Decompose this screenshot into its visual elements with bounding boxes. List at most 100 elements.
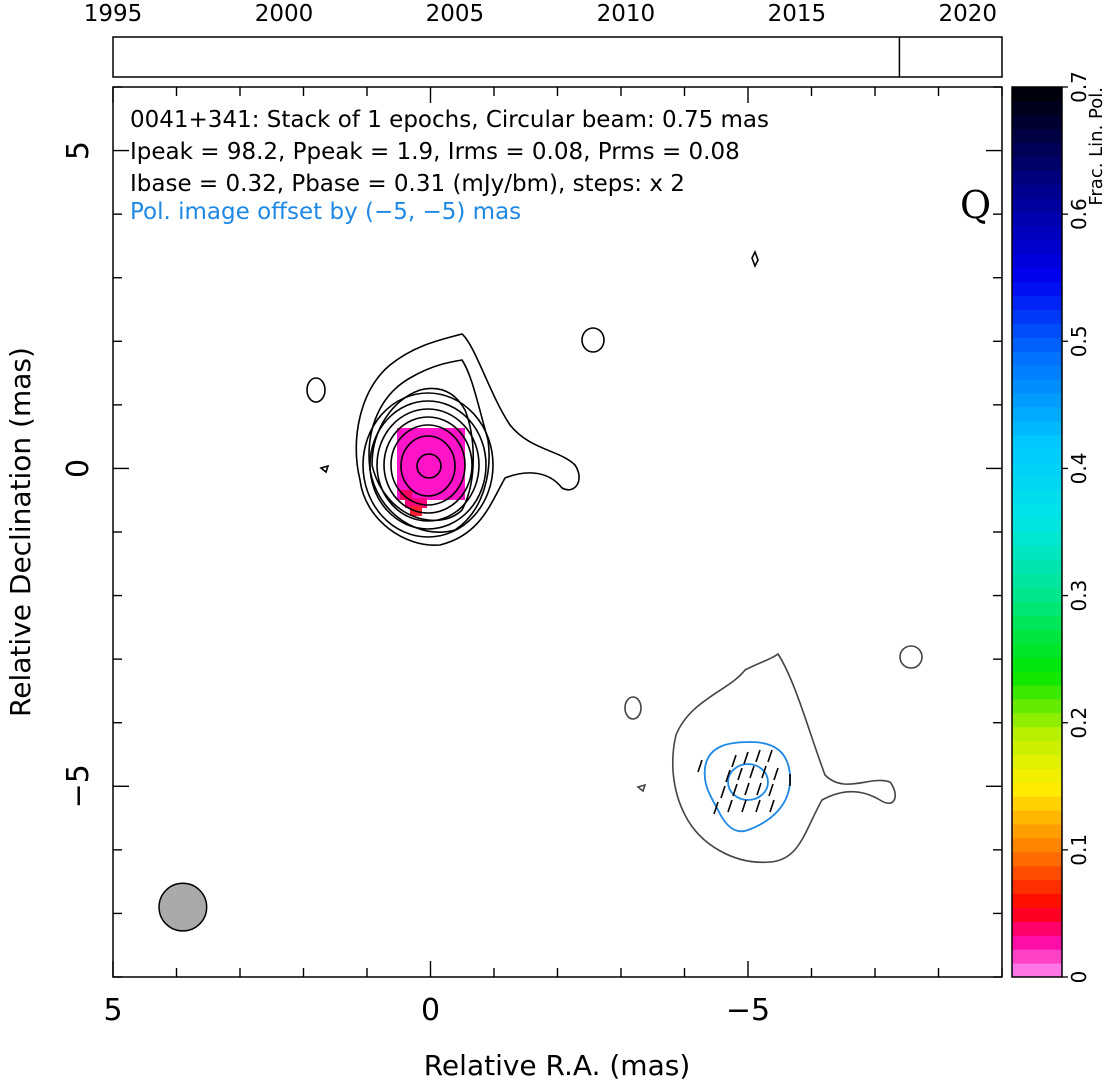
colorbar-swatch <box>1012 810 1062 825</box>
polarized-intensity-contours <box>703 741 791 833</box>
timeline-tick-label: 1995 <box>84 1 143 27</box>
timeline-tick-label: 2010 <box>597 1 656 27</box>
colorbar-tick-label: 0.4 <box>1067 453 1091 485</box>
colorbar-swatch <box>1012 601 1062 616</box>
colorbar-swatch <box>1012 629 1062 644</box>
annotation-line-3: Ibase = 0.32, Pbase = 0.31 (mJy/bm), ste… <box>130 171 685 197</box>
colorbar-tick-label: 0.5 <box>1067 325 1091 357</box>
colorbar-swatch <box>1012 128 1062 144</box>
colorbar-swatch <box>1012 462 1062 477</box>
colorbar-swatch <box>1012 837 1062 853</box>
colorbar-swatch <box>1012 907 1062 922</box>
colorbar-swatch <box>1012 351 1062 366</box>
annotation-line-2: Ipeak = 98.2, Ppeak = 1.9, Irms = 0.08, … <box>130 139 740 165</box>
colorbar-swatch <box>1012 587 1062 603</box>
colorbar-swatch <box>1012 768 1062 783</box>
colorbar-swatch <box>1012 726 1062 742</box>
colorbar-swatch <box>1012 518 1062 533</box>
colorbar-swatch <box>1012 573 1062 589</box>
colorbar-swatch <box>1012 170 1062 185</box>
colorbar-swatch <box>1012 114 1062 130</box>
colorbar-swatch <box>1012 267 1062 283</box>
y-axis-label: Relative Declination (mas) <box>4 347 37 717</box>
colorbar-swatch <box>1012 198 1062 213</box>
colorbar-swatch <box>1012 684 1062 700</box>
colorbar-label: Frac. Lin. Pol. <box>1086 87 1107 206</box>
colorbar-swatch <box>1012 879 1062 895</box>
colorbar-swatch <box>1012 323 1062 338</box>
x-tick-label: 5 <box>103 993 122 1028</box>
contour-image <box>158 250 923 932</box>
x-tick-label: −5 <box>726 993 770 1028</box>
colorbar-swatch <box>1012 476 1062 491</box>
colorbar-swatch <box>1012 949 1062 964</box>
colorbar-swatch <box>1012 851 1062 867</box>
timeline-tick-label: 2020 <box>939 1 998 27</box>
colorbar-swatch <box>1012 935 1062 950</box>
colorbar-swatch <box>1012 392 1062 408</box>
colorbar-swatch <box>1012 559 1062 575</box>
timeline-tick-label: 2005 <box>426 1 485 27</box>
colorbar-swatch <box>1012 434 1062 450</box>
y-tick-label: 0 <box>61 459 96 478</box>
colorbar-swatch <box>1012 657 1062 672</box>
colorbar-swatch <box>1012 365 1062 380</box>
colorbar-swatch <box>1012 545 1062 561</box>
colorbar-swatch <box>1012 281 1062 297</box>
x-tick-label: 0 <box>421 993 440 1028</box>
x-axis-label: Relative R.A. (mas) <box>424 1049 691 1082</box>
y-tick-label: −5 <box>61 764 96 808</box>
colorbar-swatch <box>1012 921 1062 936</box>
timeline-tick-label: 2000 <box>255 1 314 27</box>
colorbar-frame <box>1011 86 1063 978</box>
contour-level-2 <box>368 359 490 533</box>
colorbar-swatch <box>1012 142 1062 158</box>
colorbar-swatch <box>1012 295 1062 310</box>
colorbar-swatch <box>1012 253 1062 269</box>
colorbar-swatch <box>1012 796 1062 811</box>
colorbar-swatch <box>1012 963 1062 978</box>
timeline-panel: 1995 2000 2005 2010 2015 2020 <box>84 1 1003 78</box>
colorbar-swatch <box>1012 893 1062 908</box>
total-intensity-outer-contour <box>355 333 580 546</box>
colorbar-swatch <box>1012 337 1062 352</box>
small-contour-blobs <box>306 250 759 474</box>
colorbar-swatch <box>1012 740 1062 755</box>
colorbar-tick-label: 0.3 <box>1067 580 1091 612</box>
colorbar-swatch <box>1012 671 1062 686</box>
band-label: Q <box>960 183 991 227</box>
annotation-line-1: 0041+341: Stack of 1 epochs, Circular be… <box>130 107 769 133</box>
colorbar-swatch <box>1012 865 1062 881</box>
core-contours <box>362 392 494 538</box>
colorbar: 0 0.1 0.2 0.3 0.4 0.5 0.6 0.7 Frac. Lin. Pol. <box>1011 71 1107 984</box>
colorbar-tick-label: 0 <box>1067 971 1091 984</box>
colorbar-swatch <box>1012 212 1062 227</box>
colorbar-tick-label: 0.2 <box>1067 707 1091 739</box>
colorbar-swatch <box>1012 490 1062 505</box>
colorbar-swatch <box>1012 643 1062 658</box>
colorbar-swatch <box>1012 156 1062 171</box>
colorbar-swatch <box>1012 309 1062 324</box>
colorbar-swatch <box>1012 406 1062 422</box>
colorbar-swatch <box>1012 782 1062 797</box>
colorbar-tick-label: 0.7 <box>1067 71 1091 103</box>
colorbar-swatch <box>1012 420 1062 436</box>
colorbar-tick-label: 0.6 <box>1067 198 1091 230</box>
y-tick-label: 5 <box>61 141 96 160</box>
colorbar-swatch <box>1012 754 1062 769</box>
colorbar-swatch <box>1012 824 1062 839</box>
timeline-frame <box>112 36 1003 78</box>
colorbar-swatch <box>1012 239 1062 255</box>
colorbar-swatch <box>1012 615 1062 630</box>
evpa-ticks <box>697 749 791 815</box>
colorbar-swatch <box>1012 379 1062 394</box>
offset-intensity-contours <box>624 645 923 864</box>
colorbar-tick-label: 0.1 <box>1067 834 1091 866</box>
colorbar-swatch <box>1012 87 1062 102</box>
colorbar-swatch <box>1012 100 1062 116</box>
colorbar-swatch <box>1012 184 1062 199</box>
annotation-line-4: Pol. image offset by (−5, −5) mas <box>130 199 521 225</box>
beam-circle <box>158 882 208 932</box>
colorbar-swatch <box>1012 226 1062 241</box>
